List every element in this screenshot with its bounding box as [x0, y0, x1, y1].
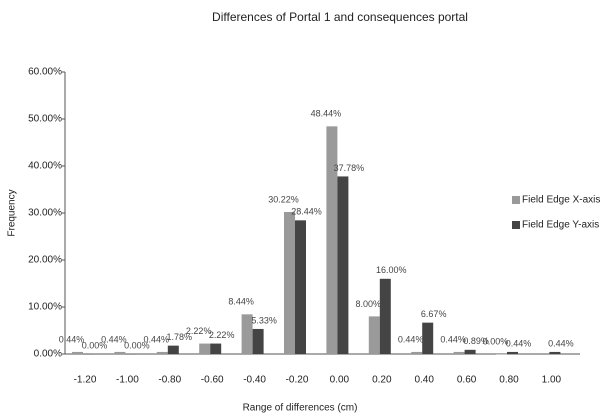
- x-tick-label: 0.60: [457, 375, 477, 386]
- x-tick-label: 0.20: [372, 375, 392, 386]
- bar: [295, 220, 306, 354]
- x-tick-label: 0.80: [499, 375, 519, 386]
- y-tick-label: 20.00%: [28, 255, 62, 266]
- bar: [453, 351, 465, 354]
- legend-label: Field Edge X-axis: [522, 195, 600, 206]
- value-label: 0.89%: [463, 336, 489, 346]
- value-label: 30.22%: [268, 194, 299, 204]
- value-label: 1.78%: [167, 332, 193, 342]
- y-tick-label: 40.00%: [28, 161, 62, 172]
- x-tick-label: -0.20: [286, 375, 309, 386]
- legend-label: Field Edge Y-axis: [522, 220, 599, 231]
- bar: [156, 351, 168, 354]
- bar: [284, 211, 295, 354]
- bar: [496, 354, 507, 355]
- y-tick-label: 10.00%: [28, 302, 62, 313]
- value-label: 0.44%: [548, 338, 574, 348]
- bar: [379, 278, 391, 354]
- y-tick-label: 50.00%: [28, 114, 62, 125]
- value-label: 0.44%: [398, 334, 424, 344]
- bar: [507, 351, 518, 354]
- value-label: 0.00%: [483, 336, 509, 346]
- bar: [167, 345, 179, 354]
- x-tick-label: -1.20: [74, 375, 97, 386]
- value-label: 0.44%: [59, 334, 85, 344]
- x-tick-label: -1.00: [116, 375, 139, 386]
- value-label: 2.22%: [186, 326, 212, 336]
- chart-title: Differences of Portal 1 and consequences…: [212, 10, 468, 24]
- legend-swatch: [512, 221, 520, 229]
- bar: [83, 354, 94, 355]
- x-tick-label: 1.00: [542, 375, 562, 386]
- value-label: 28.44%: [291, 207, 322, 217]
- bar: [549, 351, 561, 354]
- bar: [125, 354, 137, 355]
- bar: [422, 322, 434, 354]
- y-axis-label: Frequency: [7, 189, 18, 236]
- y-tick-label: 0.00%: [34, 349, 62, 360]
- value-label: 8.44%: [228, 297, 254, 307]
- value-label: 48.44%: [311, 109, 342, 119]
- bar: [252, 328, 264, 354]
- value-label: 0.00%: [82, 340, 108, 350]
- value-label: 5.33%: [251, 315, 277, 325]
- value-label: 16.00%: [376, 265, 407, 275]
- value-label: 0.00%: [124, 340, 150, 350]
- y-tick-label: 60.00%: [28, 67, 62, 78]
- x-tick-label: -0.60: [201, 375, 224, 386]
- bar: [368, 316, 380, 354]
- value-label: 0.44%: [101, 334, 127, 344]
- x-axis-label: Range of differences (cm): [243, 403, 358, 414]
- value-label: 6.67%: [421, 309, 447, 319]
- bar: [241, 314, 253, 354]
- x-tick-label: 0.40: [414, 375, 434, 386]
- bar: [337, 176, 349, 354]
- value-label: 0.44%: [440, 334, 466, 344]
- value-label: 2.22%: [209, 330, 235, 340]
- bar: [464, 349, 476, 354]
- bar: [72, 351, 83, 354]
- value-label: 37.78%: [334, 163, 365, 173]
- value-label: 0.44%: [506, 338, 532, 348]
- bar: [114, 351, 126, 354]
- x-tick-label: -0.40: [243, 375, 266, 386]
- x-tick-label: -0.80: [158, 375, 181, 386]
- value-label: 8.00%: [356, 299, 382, 309]
- y-tick-label: 30.00%: [28, 208, 62, 219]
- value-label: 0.44%: [144, 334, 170, 344]
- x-tick-label: 0.00: [330, 375, 350, 386]
- legend-swatch: [512, 196, 520, 204]
- bar: [326, 126, 338, 354]
- bar: [210, 343, 222, 354]
- bar: [411, 351, 423, 354]
- bar: [199, 343, 211, 354]
